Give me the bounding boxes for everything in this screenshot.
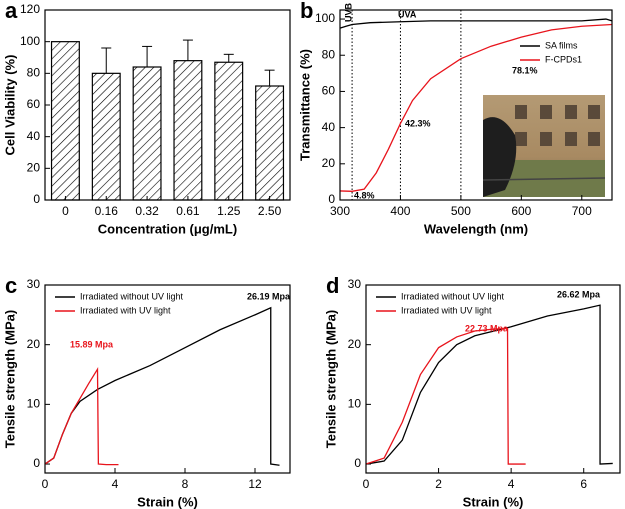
plot-frame (339, 9, 613, 201)
y-axis-title: Transmittance (%) (297, 49, 312, 161)
x-tick-label: 0.16 (95, 204, 119, 218)
y-tick-label: 20 (27, 161, 41, 175)
annotation: 26.62 Mpa (557, 289, 601, 299)
annotation: UVB (343, 2, 353, 22)
y-axis-title: Tensile strength (MPa) (323, 310, 338, 448)
data-line (44, 366, 119, 466)
inset-photo (482, 95, 606, 197)
error-bar (142, 45, 153, 67)
legend-label: F-CPDs1 (545, 54, 582, 64)
x-tick-label: 2.50 (258, 204, 282, 218)
legend-label: Irradiated without UV light (401, 291, 505, 301)
panel-label: d (326, 273, 339, 298)
y-tick-label: 100 (20, 34, 40, 48)
legend-label: Irradiated with UV light (401, 305, 492, 315)
x-tick-label: 0 (363, 477, 370, 491)
y-tick-label: 60 (322, 84, 336, 98)
y-tick-label: 80 (322, 47, 336, 61)
annotation: UVA (398, 9, 417, 19)
panel-label: a (5, 0, 18, 23)
bar (50, 41, 80, 201)
annotation: 78.1% (512, 65, 538, 75)
panel-label: c (5, 273, 17, 298)
plot-frame (44, 284, 291, 474)
x-tick-label: 0 (42, 477, 49, 491)
legend-label: SA films (545, 40, 578, 50)
x-tick-label: 4 (508, 477, 515, 491)
x-tick-label: 0.61 (176, 204, 200, 218)
y-tick-label: 0 (354, 456, 361, 470)
panel-label: b (300, 0, 313, 23)
x-tick-label: 2 (435, 477, 442, 491)
x-tick-label: 500 (451, 204, 471, 218)
y-tick-label: 60 (27, 97, 41, 111)
y-tick-label: 20 (27, 337, 41, 351)
x-tick-label: 1.25 (217, 204, 241, 218)
data-line (365, 327, 526, 465)
annotation: 26.19 Mpa (247, 291, 291, 301)
y-tick-label: 120 (20, 2, 40, 16)
x-tick-label: 600 (511, 204, 531, 218)
annotation: 4.8% (354, 190, 375, 200)
bar (214, 61, 244, 201)
error-bar (182, 39, 193, 61)
y-tick-label: 10 (27, 397, 41, 411)
x-tick-label: 0 (62, 204, 69, 218)
y-tick-label: 80 (27, 66, 41, 80)
plot-frame (44, 9, 291, 201)
y-tick-label: 100 (315, 11, 335, 25)
plot-frame (365, 284, 621, 474)
y-tick-label: 0 (33, 456, 40, 470)
error-bar (101, 47, 112, 74)
x-axis-title: Strain (%) (137, 494, 198, 509)
legend-label: Irradiated without UV light (80, 291, 184, 301)
x-tick-label: 700 (572, 204, 592, 218)
annotation: 22.73 Mpa (465, 323, 509, 333)
data-line (339, 18, 613, 29)
x-tick-label: 4 (112, 477, 119, 491)
bar (132, 66, 162, 201)
x-tick-label: 8 (182, 477, 189, 491)
x-tick-label: 300 (330, 204, 350, 218)
y-tick-label: 40 (322, 120, 336, 134)
y-tick-label: 0 (328, 192, 335, 206)
bar (173, 60, 203, 201)
y-axis-title: Cell Viability (%) (2, 55, 17, 156)
error-bar (223, 53, 234, 63)
x-axis-title: Wavelength (nm) (424, 221, 528, 236)
x-tick-label: 0.32 (135, 204, 159, 218)
error-bar (264, 69, 275, 86)
x-tick-label: 6 (580, 477, 587, 491)
annotation: 15.89 Mpa (70, 339, 114, 349)
y-tick-label: 30 (27, 277, 41, 291)
x-tick-label: 12 (248, 477, 262, 491)
y-tick-label: 10 (348, 397, 362, 411)
annotation: 42.3% (405, 118, 431, 128)
y-tick-label: 30 (348, 277, 362, 291)
legend-label: Irradiated with UV light (80, 305, 171, 315)
data-line (365, 304, 613, 465)
bar (91, 72, 121, 201)
bar (255, 85, 285, 201)
x-axis-title: Strain (%) (463, 494, 524, 509)
y-tick-label: 20 (348, 337, 362, 351)
data-line (339, 23, 613, 192)
x-tick-label: 400 (390, 204, 410, 218)
y-axis-title: Tensile strength (MPa) (2, 310, 17, 448)
y-tick-label: 20 (322, 156, 336, 170)
data-line (44, 306, 280, 466)
x-axis-title: Concentration (μg/mL) (98, 221, 237, 236)
y-tick-label: 40 (27, 129, 41, 143)
y-tick-label: 0 (33, 192, 40, 206)
